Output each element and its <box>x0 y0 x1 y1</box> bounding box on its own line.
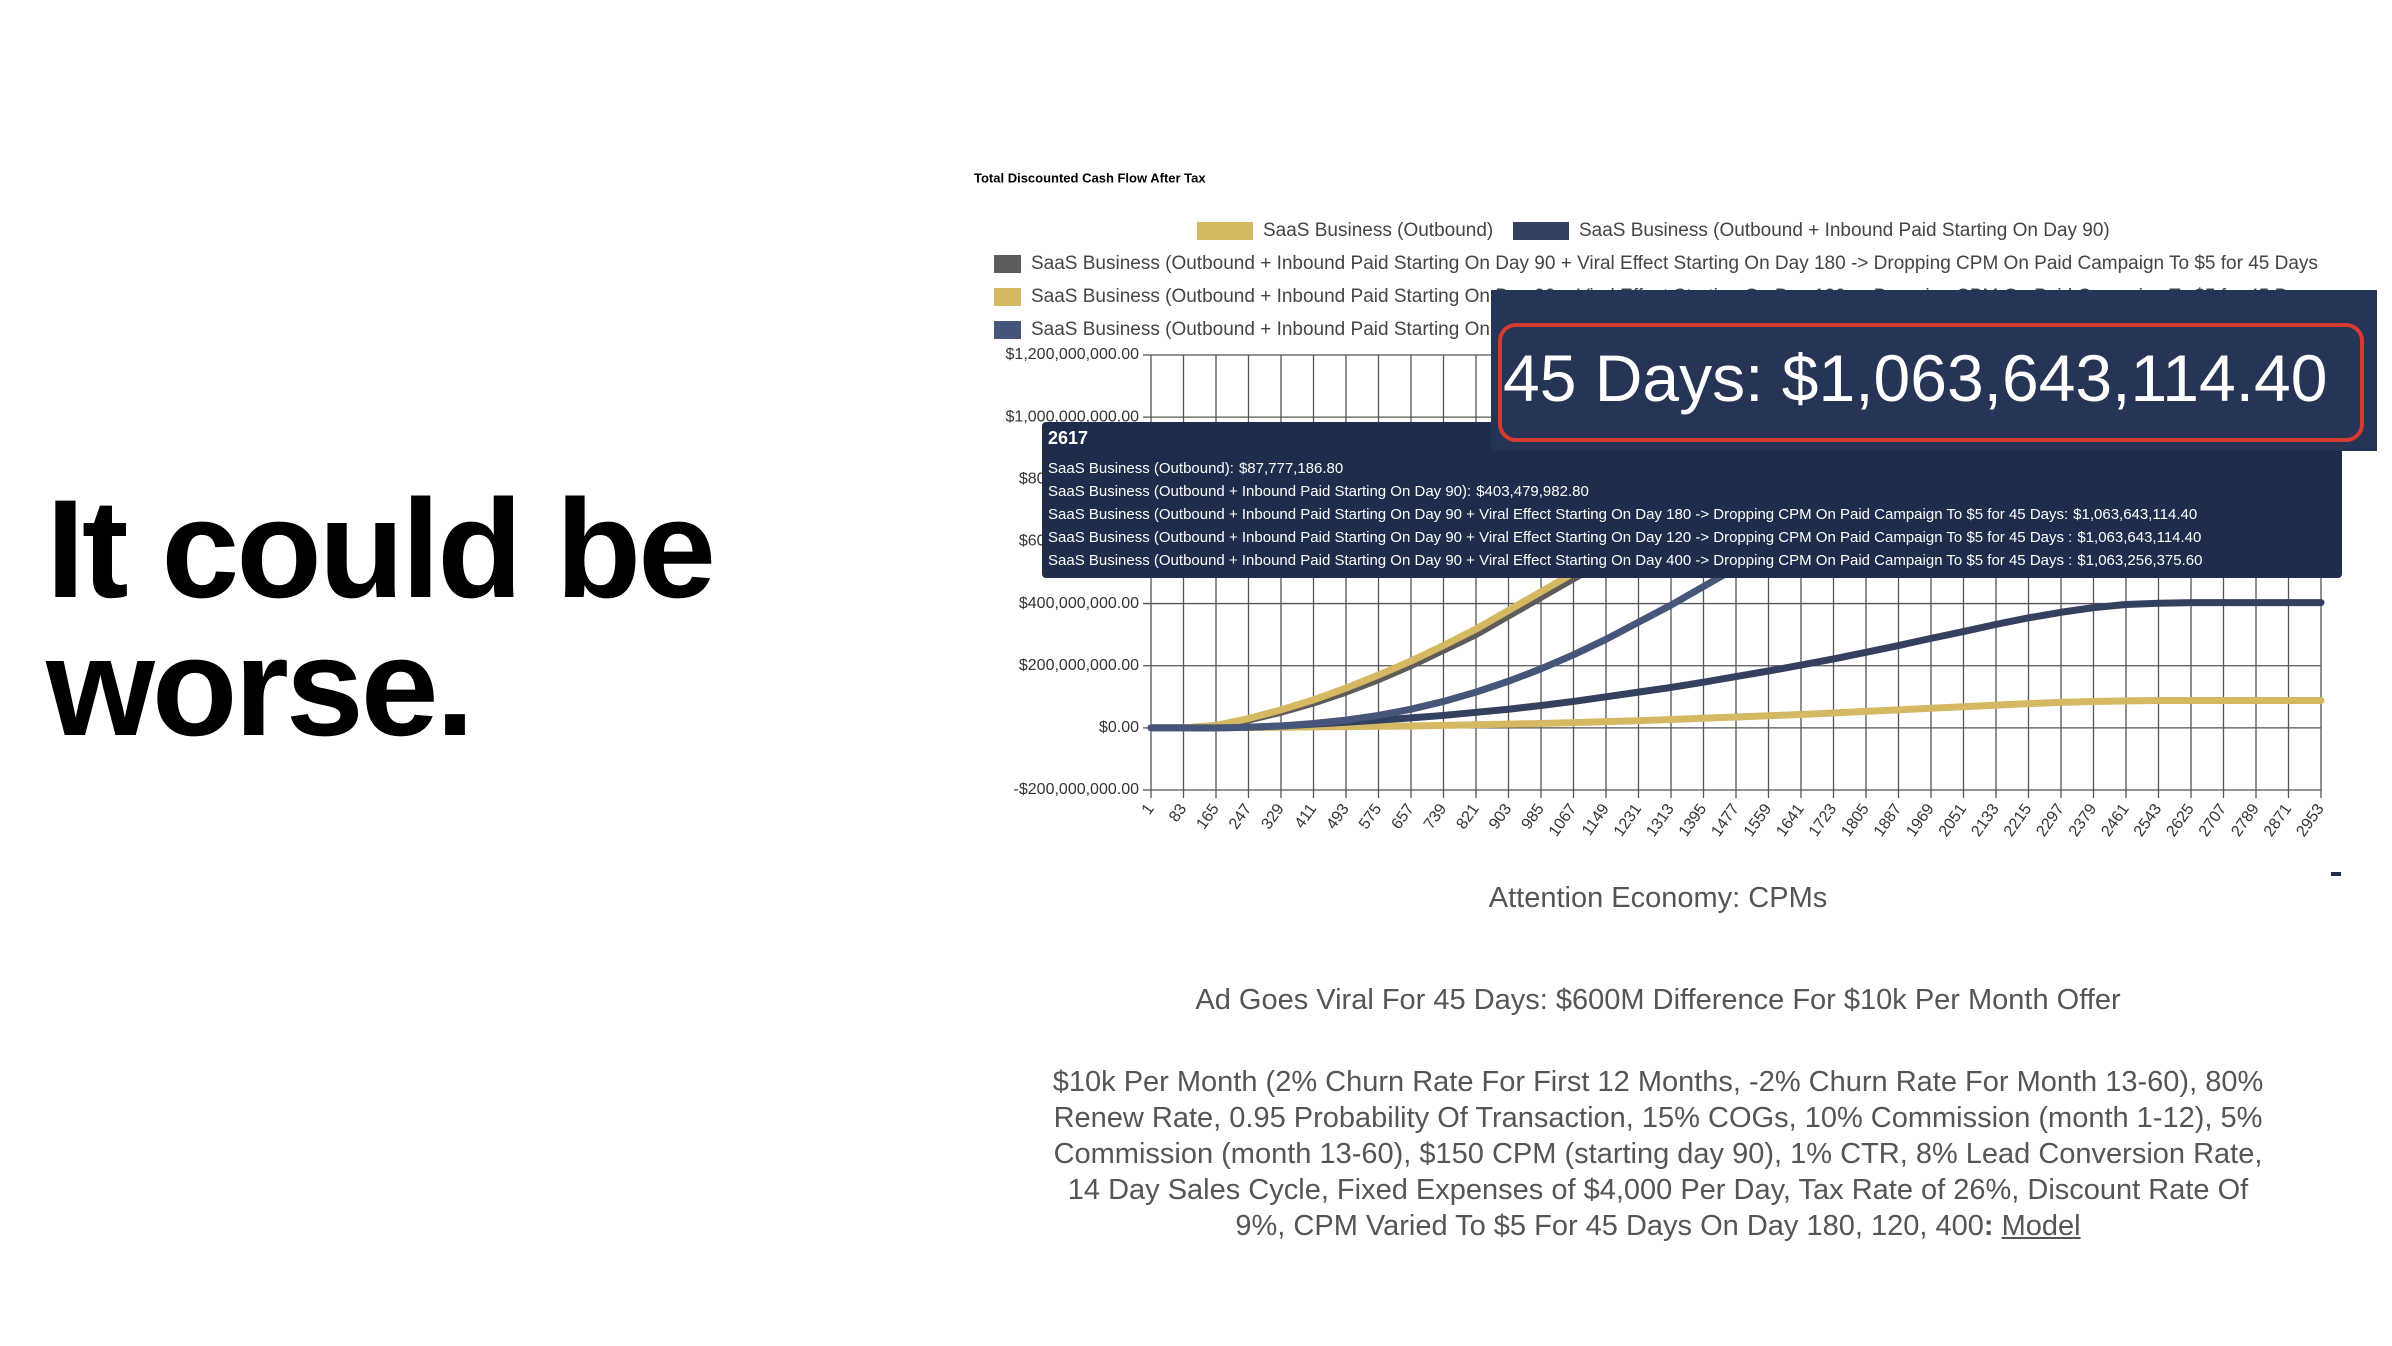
description-text: $10k Per Month (2% Churn Rate For First … <box>1052 1066 2264 1242</box>
callout-text: 45 Days: $1,063,643,114.40 <box>1503 341 2328 415</box>
y-tick-label: $1,000,000,000.00 <box>1006 408 1140 425</box>
y-tick-label: $0.00 <box>1099 719 1139 736</box>
x-tick-label: 2871 <box>2261 801 2295 840</box>
x-tick-label: 2625 <box>2163 801 2197 840</box>
x-tick-label: 2707 <box>2196 801 2230 840</box>
x-tick-label: 1477 <box>1708 801 1742 840</box>
tooltip-label: SaaS Business (Outbound + Inbound Paid S… <box>1048 506 2069 523</box>
x-tick-label: 1969 <box>1903 801 1937 840</box>
callout-frame <box>1498 323 2364 442</box>
x-tick-label: 657 <box>1388 801 1417 833</box>
x-tick-label: 2461 <box>2098 801 2132 840</box>
x-tick-label: 83 <box>1166 801 1190 825</box>
legend-label: SaaS Business (Outbound + Inbound Paid S… <box>1579 220 2110 241</box>
x-tick-label: 2379 <box>2066 801 2100 840</box>
tooltip-label: SaaS Business (Outbound): <box>1048 460 1234 477</box>
x-tick-label: 1723 <box>1806 801 1840 840</box>
legend-swatch <box>1513 222 1569 240</box>
x-tick-label: 411 <box>1292 801 1321 832</box>
series-line <box>1147 697 2325 732</box>
tooltip-value: $403,479,982.80 <box>1476 483 1589 500</box>
caption: Attention Economy: CPMs <box>1488 882 1828 914</box>
legend-label: SaaS Business (Outbound + Inbound Paid S… <box>1031 253 2318 274</box>
heading: It could be worse. <box>46 470 716 765</box>
x-tick-label: 2789 <box>2228 801 2262 840</box>
y-tick-label: $200,000,000.00 <box>1019 657 1139 674</box>
x-tick-label: 2215 <box>2001 801 2035 840</box>
x-tick-label: 1887 <box>1871 801 1905 840</box>
x-tick-label: 2297 <box>2033 801 2067 840</box>
model-link[interactable]: Model <box>2001 1210 2081 1242</box>
tooltip-label: SaaS Business (Outbound + Inbound Paid S… <box>1048 483 1472 500</box>
x-tick-label: 1067 <box>1546 801 1580 840</box>
chart-title: Total Discounted Cash Flow After Tax <box>974 170 1206 185</box>
tooltip-title: 2617 <box>1048 428 1089 448</box>
tooltip-value: $1,063,643,114.40 <box>2077 529 2202 546</box>
x-tick-label: 493 <box>1323 801 1352 833</box>
y-tick-label: -$200,000,000.00 <box>1014 781 1140 798</box>
tooltip-line: SaaS Business (Outbound + Inbound Paid S… <box>1048 526 2336 549</box>
legend-swatch <box>994 255 1021 273</box>
tooltip-label: SaaS Business (Outbound + Inbound Paid S… <box>1048 529 2073 546</box>
marker <box>2331 872 2341 876</box>
legend-label: SaaS Business (Outbound) <box>1263 220 1493 241</box>
x-tick-label: 2051 <box>1936 801 1970 840</box>
x-tick-label: 1641 <box>1773 801 1807 840</box>
x-tick-label: 1 <box>1139 801 1158 818</box>
tooltip-line: SaaS Business (Outbound): $87,777,186.80 <box>1048 457 2336 480</box>
x-tick-label: 821 <box>1453 801 1482 833</box>
legend-swatch <box>994 321 1021 339</box>
tooltip-label: SaaS Business (Outbound + Inbound Paid S… <box>1048 552 2073 569</box>
description: $10k Per Month (2% Churn Rate For First … <box>1046 1064 2270 1244</box>
x-tick-label: 985 <box>1518 801 1547 833</box>
x-tick-label: 903 <box>1486 801 1515 833</box>
x-tick-label: 247 <box>1226 801 1255 833</box>
separator: : <box>1983 1210 1994 1242</box>
x-tick-label: 739 <box>1421 801 1450 833</box>
x-tick-label: 2133 <box>1968 801 2002 840</box>
x-tick-label: 575 <box>1356 801 1385 833</box>
tooltip-value: $1,063,643,114.40 <box>2073 506 2198 523</box>
x-tick-label: 2543 <box>2131 801 2165 840</box>
x-tick-label: 1559 <box>1741 801 1775 840</box>
x-tick-label: 1149 <box>1579 801 1613 839</box>
x-tick-label: 1313 <box>1643 801 1677 840</box>
x-tick-label: 1805 <box>1838 801 1872 840</box>
x-tick-label: 165 <box>1193 801 1222 833</box>
x-tick-label: 1395 <box>1676 801 1710 840</box>
tooltip-value: $87,777,186.80 <box>1238 460 1344 477</box>
x-tick-label: 2953 <box>2293 801 2327 840</box>
tooltip-line: SaaS Business (Outbound + Inbound Paid S… <box>1048 503 2336 526</box>
tooltip-value: $1,063,256,375.60 <box>2077 552 2203 569</box>
x-tick-label: 329 <box>1258 801 1287 833</box>
x-tick-label: 1231 <box>1611 801 1645 840</box>
y-tick-label: $400,000,000.00 <box>1019 595 1139 612</box>
y-tick-label: $1,200,000,000.00 <box>1006 346 1140 363</box>
tooltip-line: SaaS Business (Outbound + Inbound Paid S… <box>1048 480 2336 503</box>
zoom-callout: 45 Days: $1,063,643,114.40 <box>1491 290 2377 451</box>
subcaption: Ad Goes Viral For 45 Days: $600M Differe… <box>1195 984 2121 1016</box>
tooltip-line: SaaS Business (Outbound + Inbound Paid S… <box>1048 549 2336 572</box>
legend-swatch <box>994 288 1021 306</box>
legend-swatch <box>1197 222 1253 240</box>
